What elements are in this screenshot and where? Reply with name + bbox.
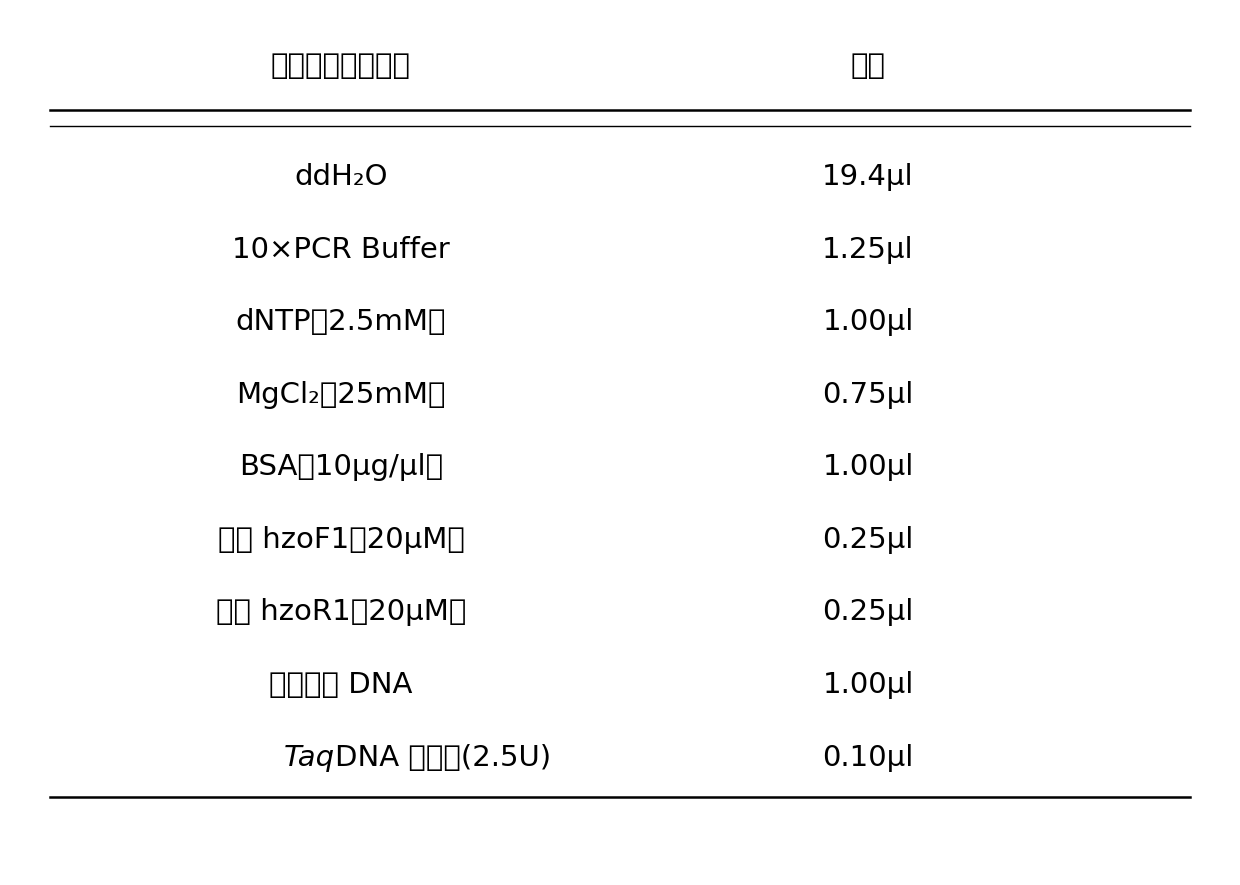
Text: 1.00μl: 1.00μl: [822, 308, 914, 336]
Text: ddH₂O: ddH₂O: [294, 163, 388, 191]
Text: 0.25μl: 0.25μl: [822, 598, 914, 627]
Text: 0.25μl: 0.25μl: [822, 526, 914, 554]
Text: MgCl₂（25mM）: MgCl₂（25mM）: [237, 381, 445, 409]
Text: 沉积物总 DNA: 沉积物总 DNA: [269, 671, 413, 699]
Text: 反应成份（浓度）: 反应成份（浓度）: [272, 52, 410, 81]
Text: 0.10μl: 0.10μl: [822, 743, 914, 772]
Text: Taq: Taq: [284, 743, 335, 772]
Text: 1.00μl: 1.00μl: [822, 671, 914, 699]
Text: 1.00μl: 1.00μl: [822, 453, 914, 481]
Text: 1.25μl: 1.25μl: [822, 235, 914, 264]
Text: 体积: 体积: [851, 52, 885, 81]
Text: 10×PCR Buffer: 10×PCR Buffer: [232, 235, 450, 264]
Text: DNA 聚合酶(2.5U): DNA 聚合酶(2.5U): [335, 743, 551, 772]
Text: 19.4μl: 19.4μl: [822, 163, 914, 191]
Text: 引物 hzoF1（20μM）: 引物 hzoF1（20μM）: [217, 526, 465, 554]
Text: BSA（10μg/μl）: BSA（10μg/μl）: [239, 453, 443, 481]
Text: 0.75μl: 0.75μl: [822, 381, 914, 409]
Text: 引物 hzoR1（20μM）: 引物 hzoR1（20μM）: [216, 598, 466, 627]
Text: dNTP（2.5mM）: dNTP（2.5mM）: [236, 308, 446, 336]
